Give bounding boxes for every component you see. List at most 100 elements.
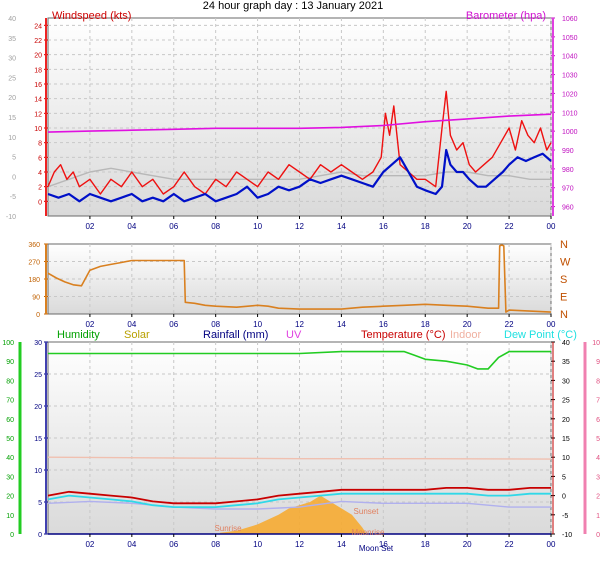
left-outer-axis-tick-4: 10 [8, 135, 16, 142]
uv-axis-tick-10: 10 [592, 340, 600, 347]
x-tick-label-1-9: 20 [463, 222, 472, 231]
humidity-axis-tick-1: 10 [6, 513, 14, 520]
left-inner-axis-tick-6: 12 [34, 111, 42, 118]
temperature-axis-tick-5: 15 [562, 436, 570, 443]
left-outer-axis-tick-3: 5 [12, 155, 16, 162]
x-tick-label-3-4: 10 [253, 540, 262, 549]
compass-label-4: N [560, 239, 568, 251]
right-axis-tick-2: 980 [562, 167, 574, 174]
x-tick-label-1-10: 22 [505, 222, 514, 231]
left-outer-axis-tick-1: -5 [10, 194, 16, 201]
left-outer-axis-tick-5: 15 [8, 115, 16, 122]
annotation-2: Moon Set [359, 544, 394, 553]
left-inner-axis-tick-0: 0 [38, 199, 42, 206]
direction-axis-tick-1: 90 [32, 295, 40, 302]
right-axis-tick-6: 1020 [562, 91, 578, 98]
right-axis-tick-5: 1010 [562, 110, 578, 117]
left-inner-axis-tick-7: 14 [34, 97, 42, 104]
humidity-axis-tick-5: 50 [6, 436, 14, 443]
left-inner-axis-tick-4: 8 [38, 141, 42, 148]
uv-axis-tick-5: 5 [596, 436, 600, 443]
x-tick-label-3-6: 14 [337, 540, 346, 549]
x-tick-label-2-1: 04 [127, 320, 136, 329]
legend-item-3: UV [286, 329, 302, 341]
x-tick-label-1-8: 18 [421, 222, 430, 231]
x-tick-label-2-10: 22 [505, 320, 514, 329]
rain-axis-tick-2: 10 [34, 468, 42, 475]
x-tick-label-3-1: 04 [127, 540, 136, 549]
legend-item-5: Indoor [450, 329, 482, 341]
x-tick-label-2-4: 10 [253, 320, 262, 329]
uv-axis-tick-9: 9 [596, 359, 600, 366]
rain-axis-tick-0: 0 [38, 532, 42, 539]
series-line-3-1 [47, 486, 551, 505]
rain-axis-tick-5: 25 [34, 372, 42, 379]
temperature-axis-tick-3: 5 [562, 474, 566, 481]
left-inner-axis-tick-1: 2 [38, 185, 42, 192]
series-line-1-0 [47, 113, 552, 133]
left-outer-axis-tick-10: 40 [8, 16, 16, 23]
annotation-3: Moonrise [352, 528, 385, 537]
humidity-axis-tick-4: 40 [6, 455, 14, 462]
uv-axis-tick-8: 8 [596, 378, 600, 385]
humidity-axis-tick-9: 90 [6, 359, 14, 366]
left-outer-axis-tick-8: 30 [8, 56, 16, 63]
x-tick-label-2-8: 18 [421, 320, 430, 329]
x-tick-label-2-2: 06 [169, 320, 178, 329]
x-tick-label-3-11: 00 [547, 540, 556, 549]
left-outer-axis-tick-6: 20 [8, 95, 16, 102]
left-outer-axis-tick-0: -10 [6, 214, 16, 221]
rain-axis-tick-6: 30 [34, 340, 42, 347]
plot-area-2 [47, 243, 552, 315]
x-tick-label-1-4: 10 [253, 222, 262, 231]
x-tick-label-1-5: 12 [295, 222, 304, 231]
x-tick-label-3-3: 08 [211, 540, 220, 549]
temperature-axis-tick-2: 0 [562, 494, 566, 501]
legend-item-2: Rainfall (mm) [203, 329, 268, 341]
graph-title: 24 hour graph day : 13 January 2021 [203, 0, 383, 12]
direction-axis-tick-3: 270 [28, 260, 40, 267]
x-tick-label-2-9: 20 [463, 320, 472, 329]
series-line-3-3 [47, 456, 552, 460]
x-tick-label-1-3: 08 [211, 222, 220, 231]
annotation-1: Sunset [354, 507, 380, 516]
x-tick-label-2-5: 12 [295, 320, 304, 329]
humidity-axis-tick-7: 70 [6, 398, 14, 405]
direction-axis-tick-2: 180 [28, 277, 40, 284]
wind-axis-label: Windspeed (kts) [52, 10, 131, 22]
humidity-axis-tick-2: 20 [6, 494, 14, 501]
left-outer-axis-tick-9: 35 [8, 36, 16, 43]
right-axis-tick-8: 1040 [562, 54, 578, 61]
temperature-axis-tick-7: 25 [562, 398, 570, 405]
left-outer-axis-tick-2: 0 [12, 174, 16, 181]
x-tick-label-3-10: 22 [505, 540, 514, 549]
uv-axis-tick-7: 7 [596, 398, 600, 405]
right-axis-tick-10: 1060 [562, 16, 578, 23]
series-line-3-5 [47, 500, 551, 510]
x-tick-label-2-7: 16 [379, 320, 388, 329]
left-inner-axis-tick-8: 16 [34, 82, 42, 89]
temperature-axis-tick-0: -10 [562, 532, 572, 539]
left-outer-axis-tick-7: 25 [8, 75, 16, 82]
left-inner-axis-tick-10: 20 [34, 53, 42, 60]
series-line-1-2 [47, 148, 552, 203]
right-axis-tick-3: 990 [562, 148, 574, 155]
x-tick-label-1-7: 16 [379, 222, 388, 231]
legend-item-6: Dew Point (°C) [504, 329, 577, 341]
x-tick-label-1-1: 04 [127, 222, 136, 231]
temperature-axis-tick-9: 35 [562, 359, 570, 366]
humidity-axis-tick-8: 80 [6, 378, 14, 385]
left-inner-axis-tick-5: 10 [34, 126, 42, 133]
direction-axis-tick-4: 360 [28, 242, 40, 249]
series-line-1-1 [47, 90, 552, 195]
right-axis-tick-0: 960 [562, 205, 574, 212]
rain-axis-tick-3: 15 [34, 436, 42, 443]
temperature-axis-tick-10: 40 [562, 340, 570, 347]
baro-axis-label: Barometer (hpa) [466, 10, 546, 22]
x-tick-label-1-2: 06 [169, 222, 178, 231]
x-tick-label-1-0: 02 [85, 222, 94, 231]
humidity-axis-tick-3: 30 [6, 474, 14, 481]
right-axis-tick-4: 1000 [562, 129, 578, 136]
annotation-0: Sunrise [214, 524, 242, 533]
